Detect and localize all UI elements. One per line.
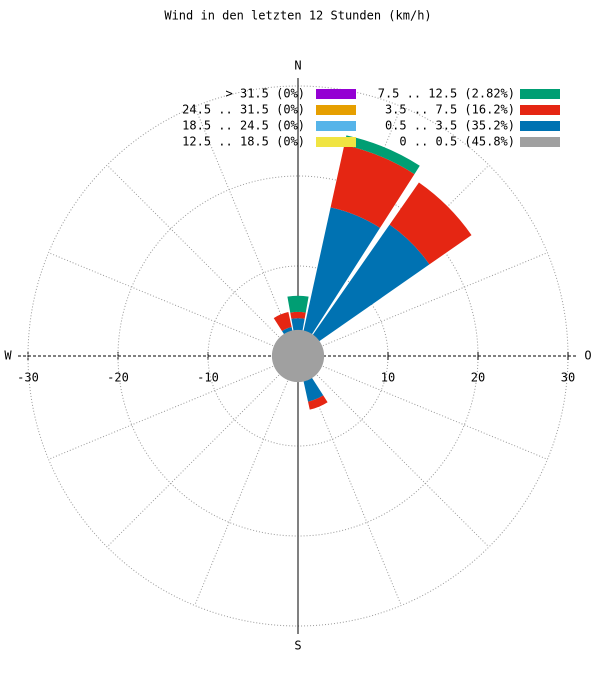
grid-spoke: [297, 355, 548, 460]
legend-swatch: [520, 89, 560, 99]
legend-label: 24.5 .. 31.5 (0%): [182, 103, 305, 117]
direction-label: O: [584, 349, 591, 363]
chart-title: Wind in den letzten 12 Stunden (km/h): [164, 9, 431, 23]
petal-segment: [298, 207, 381, 356]
legend-swatch: [520, 137, 560, 147]
legend-swatch: [316, 137, 356, 147]
direction-label: N: [294, 59, 301, 73]
x-tick-label: -20: [107, 371, 129, 385]
legend-label: 12.5 .. 18.5 (0%): [182, 135, 305, 149]
legend-label: 0 .. 0.5 (45.8%): [399, 135, 515, 149]
grid-spoke: [106, 355, 299, 548]
petal-segment: [330, 145, 415, 228]
legend-label: 18.5 .. 24.5 (0%): [182, 119, 305, 133]
grid-spoke: [194, 355, 299, 606]
grid-spoke: [297, 355, 490, 548]
petal-segment: [389, 182, 472, 265]
x-tick-label: 10: [381, 371, 395, 385]
petal-segment: [344, 135, 420, 175]
grid-spoke: [48, 252, 299, 357]
x-tick-label: -10: [197, 371, 219, 385]
legend-label: > 31.5 (0%): [226, 87, 305, 101]
legend-swatch: [316, 105, 356, 115]
direction-label: W: [4, 349, 12, 363]
legend-swatch: [316, 121, 356, 131]
legend-swatch: [520, 105, 560, 115]
petal-segment: [298, 224, 430, 356]
petal-segment: [287, 295, 309, 313]
calm-circle: [271, 329, 325, 383]
direction-label: S: [294, 639, 301, 653]
grid-spoke: [106, 164, 299, 357]
x-tick-label: 20: [471, 371, 485, 385]
x-tick-label: 30: [561, 371, 575, 385]
grid-spoke: [48, 355, 299, 460]
petal-segment: [273, 312, 292, 331]
petal-segment: [290, 311, 306, 319]
petal-segment: [308, 395, 328, 410]
legend-swatch: [520, 121, 560, 131]
legend-label: 0.5 .. 3.5 (35.2%): [385, 119, 515, 133]
legend-label: 3.5 .. 7.5 (16.2%): [385, 103, 515, 117]
grid-spoke: [297, 252, 548, 357]
legend-swatch: [316, 89, 356, 99]
x-tick-label: -30: [17, 371, 39, 385]
legend-label: 7.5 .. 12.5 (2.82%): [378, 87, 515, 101]
